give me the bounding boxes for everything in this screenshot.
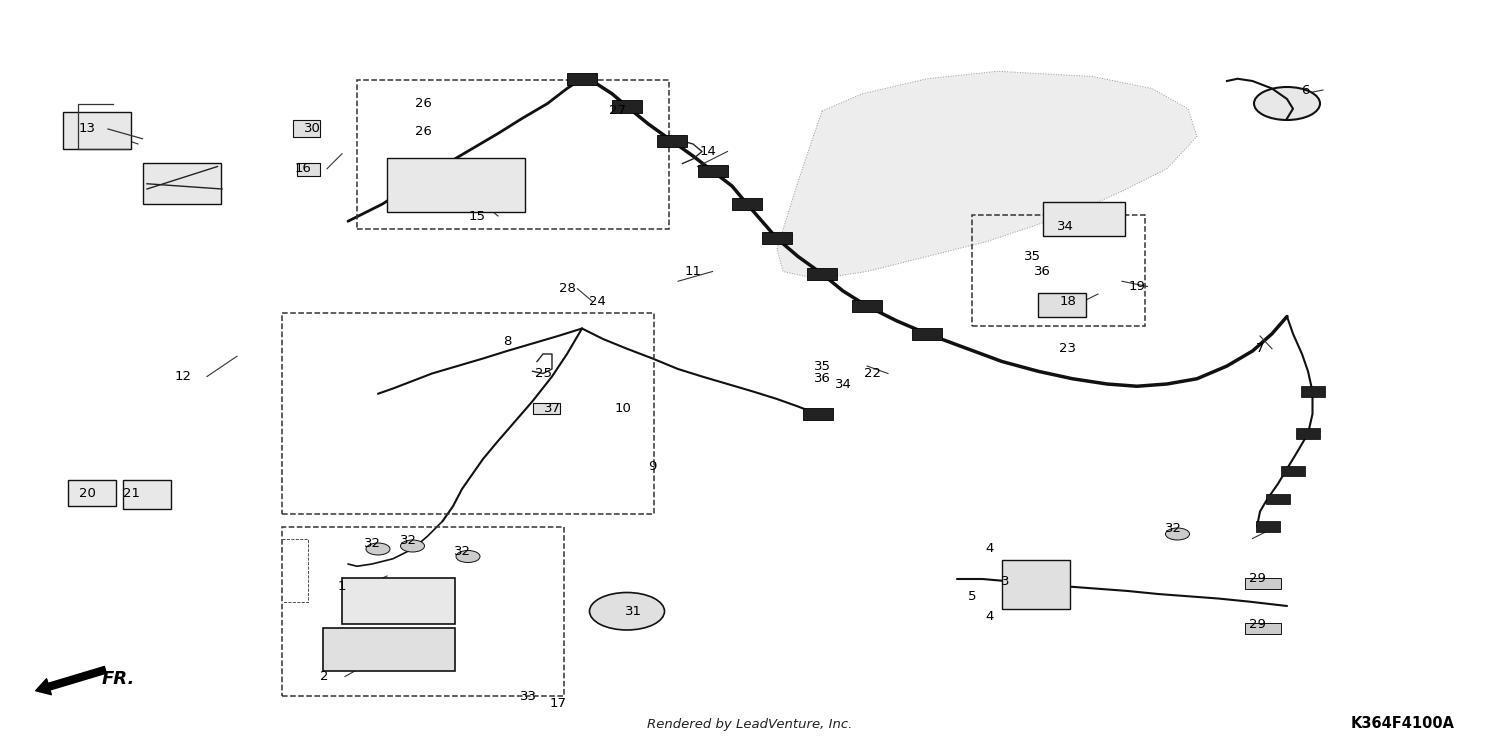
Text: 6: 6	[1300, 83, 1310, 97]
Text: Rendered by LeadVenture, Inc.: Rendered by LeadVenture, Inc.	[648, 718, 852, 731]
Bar	[657, 135, 687, 147]
Text: 14: 14	[699, 145, 717, 158]
Bar	[123, 480, 171, 508]
Bar	[1296, 428, 1320, 439]
Text: FR.: FR.	[102, 670, 135, 688]
Bar	[532, 403, 560, 414]
Text: 9: 9	[648, 460, 657, 473]
Text: 15: 15	[468, 209, 486, 223]
Circle shape	[366, 543, 390, 555]
Bar	[282, 527, 564, 696]
Bar	[567, 73, 597, 85]
Text: 32: 32	[399, 533, 417, 547]
Bar	[1256, 521, 1280, 532]
Bar	[142, 163, 220, 204]
Circle shape	[1166, 528, 1190, 540]
Bar	[322, 628, 454, 671]
Bar	[852, 300, 882, 312]
Text: 4: 4	[986, 610, 994, 623]
Text: 29: 29	[1248, 572, 1266, 586]
Text: 2: 2	[320, 670, 328, 683]
Circle shape	[590, 592, 664, 630]
Bar	[1002, 560, 1070, 609]
Bar	[1042, 202, 1125, 236]
Text: 29: 29	[1248, 617, 1266, 631]
Bar	[807, 268, 837, 280]
Text: 36: 36	[1034, 265, 1052, 278]
Bar	[1300, 386, 1324, 397]
Text: 20: 20	[78, 487, 96, 500]
Bar	[297, 163, 320, 176]
Text: 17: 17	[549, 697, 567, 710]
Text: 34: 34	[1056, 220, 1074, 233]
Text: 35: 35	[813, 359, 831, 373]
Bar	[342, 578, 454, 624]
Text: 11: 11	[684, 265, 702, 278]
Text: 3: 3	[1000, 574, 1010, 588]
Bar	[762, 232, 792, 244]
Text: 16: 16	[294, 162, 312, 176]
Bar	[1281, 466, 1305, 476]
Text: 37: 37	[543, 402, 561, 416]
Text: 26: 26	[414, 97, 432, 110]
Bar	[63, 112, 130, 148]
Text: 33: 33	[519, 689, 537, 703]
Text: 32: 32	[1164, 522, 1182, 536]
Text: 27: 27	[609, 104, 627, 118]
Bar	[912, 328, 942, 340]
Bar	[612, 100, 642, 112]
Bar	[282, 313, 654, 514]
Bar	[387, 158, 525, 212]
Bar	[292, 120, 320, 136]
Text: 31: 31	[624, 604, 642, 618]
Text: 30: 30	[303, 122, 321, 136]
Text: 7: 7	[1256, 342, 1264, 355]
Bar	[68, 480, 116, 506]
Bar	[1266, 494, 1290, 504]
Text: 25: 25	[534, 367, 552, 380]
Text: 1: 1	[338, 580, 346, 593]
Text: 22: 22	[864, 367, 882, 380]
Text: 36: 36	[813, 372, 831, 386]
Text: 21: 21	[123, 487, 141, 500]
Text: 32: 32	[363, 537, 381, 550]
Text: 5: 5	[968, 590, 976, 603]
Text: 23: 23	[1059, 342, 1077, 355]
Circle shape	[456, 550, 480, 562]
Text: 10: 10	[614, 402, 632, 416]
Text: 13: 13	[78, 122, 96, 136]
Bar	[732, 198, 762, 210]
Text: 35: 35	[1023, 250, 1041, 263]
Bar	[698, 165, 728, 177]
Circle shape	[1254, 87, 1320, 120]
Text: 8: 8	[503, 334, 512, 348]
Text: 26: 26	[414, 124, 432, 138]
Bar	[802, 408, 832, 420]
Bar	[972, 215, 1144, 326]
Text: 34: 34	[834, 377, 852, 391]
Bar	[1245, 623, 1281, 634]
Text: 28: 28	[558, 282, 576, 296]
Text: 32: 32	[453, 544, 471, 558]
Text: 19: 19	[1128, 280, 1146, 293]
Bar	[357, 80, 669, 229]
Circle shape	[400, 540, 424, 552]
Text: 12: 12	[174, 370, 192, 383]
Polygon shape	[777, 71, 1197, 279]
Text: 4: 4	[986, 542, 994, 556]
Bar	[1245, 578, 1281, 589]
Text: 18: 18	[1059, 295, 1077, 308]
Bar	[1038, 292, 1086, 316]
Text: K364F4100A: K364F4100A	[1352, 716, 1455, 731]
Text: 24: 24	[588, 295, 606, 308]
FancyArrowPatch shape	[36, 667, 106, 694]
